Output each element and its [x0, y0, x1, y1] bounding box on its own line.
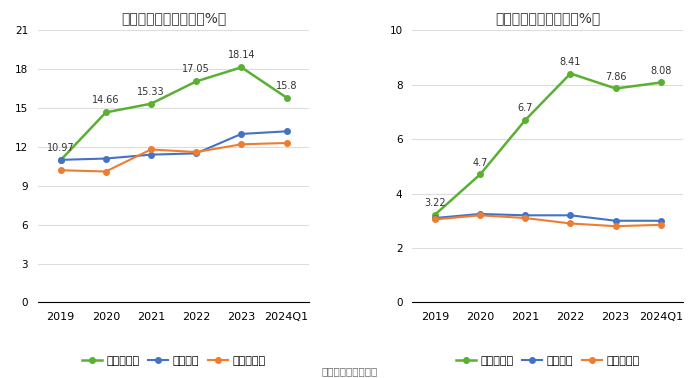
Text: 18.14: 18.14 — [228, 50, 255, 60]
公司净利率 — [476, 172, 484, 177]
行业均值 — [282, 129, 290, 133]
Text: 3.22: 3.22 — [424, 198, 446, 208]
Legend: 公司净利率, 行业均值, 行业中位数: 公司净利率, 行业均值, 行业中位数 — [452, 352, 644, 370]
公司净利率 — [566, 71, 575, 76]
Text: 14.66: 14.66 — [92, 96, 120, 105]
行业均值 — [102, 156, 110, 161]
公司毛利率 — [57, 158, 65, 163]
Text: 7.86: 7.86 — [605, 71, 626, 82]
公司毛利率 — [192, 79, 200, 84]
行业中位数 — [566, 221, 575, 226]
行业中位数 — [612, 224, 620, 228]
行业均值 — [430, 216, 439, 220]
Line: 行业中位数: 行业中位数 — [432, 212, 664, 229]
行业均值 — [192, 151, 200, 156]
公司净利率 — [430, 212, 439, 217]
Text: 数据来源：恒生聚源: 数据来源：恒生聚源 — [322, 366, 378, 376]
行业中位数 — [237, 142, 246, 147]
公司毛利率 — [237, 65, 246, 70]
Title: 历年毛利率变化情况（%）: 历年毛利率变化情况（%） — [121, 11, 226, 25]
Text: 6.7: 6.7 — [517, 103, 533, 113]
Text: 4.7: 4.7 — [473, 158, 488, 167]
行业中位数 — [657, 223, 665, 227]
公司净利率 — [612, 86, 620, 91]
Line: 行业中位数: 行业中位数 — [58, 140, 289, 174]
公司净利率 — [521, 118, 529, 122]
行业中位数 — [192, 150, 200, 154]
行业中位数 — [147, 147, 155, 152]
行业均值 — [147, 152, 155, 157]
公司毛利率 — [147, 101, 155, 106]
Line: 公司毛利率: 公司毛利率 — [58, 65, 289, 163]
Text: 8.08: 8.08 — [650, 65, 671, 76]
Text: 10.97: 10.97 — [47, 143, 74, 153]
行业中位数 — [57, 168, 65, 172]
Text: 15.33: 15.33 — [137, 87, 164, 97]
Line: 公司净利率: 公司净利率 — [432, 71, 664, 218]
Text: 17.05: 17.05 — [182, 65, 210, 74]
Line: 行业均值: 行业均值 — [58, 129, 289, 163]
Legend: 公司毛利率, 行业均值, 行业中位数: 公司毛利率, 行业均值, 行业中位数 — [77, 352, 270, 370]
行业均值 — [476, 212, 484, 216]
行业中位数 — [476, 213, 484, 218]
Title: 历年净利率变化情况（%）: 历年净利率变化情况（%） — [495, 11, 601, 25]
行业均值 — [566, 213, 575, 218]
公司净利率 — [657, 80, 665, 85]
Line: 行业均值: 行业均值 — [432, 211, 664, 223]
Text: 8.41: 8.41 — [560, 57, 581, 67]
行业均值 — [237, 132, 246, 136]
行业中位数 — [430, 217, 439, 222]
公司毛利率 — [102, 110, 110, 115]
行业均值 — [657, 218, 665, 223]
行业中位数 — [102, 169, 110, 174]
行业中位数 — [282, 141, 290, 145]
Text: 15.8: 15.8 — [276, 81, 298, 91]
行业均值 — [612, 218, 620, 223]
行业中位数 — [521, 216, 529, 220]
公司毛利率 — [282, 95, 290, 100]
行业均值 — [521, 213, 529, 218]
行业均值 — [57, 158, 65, 162]
